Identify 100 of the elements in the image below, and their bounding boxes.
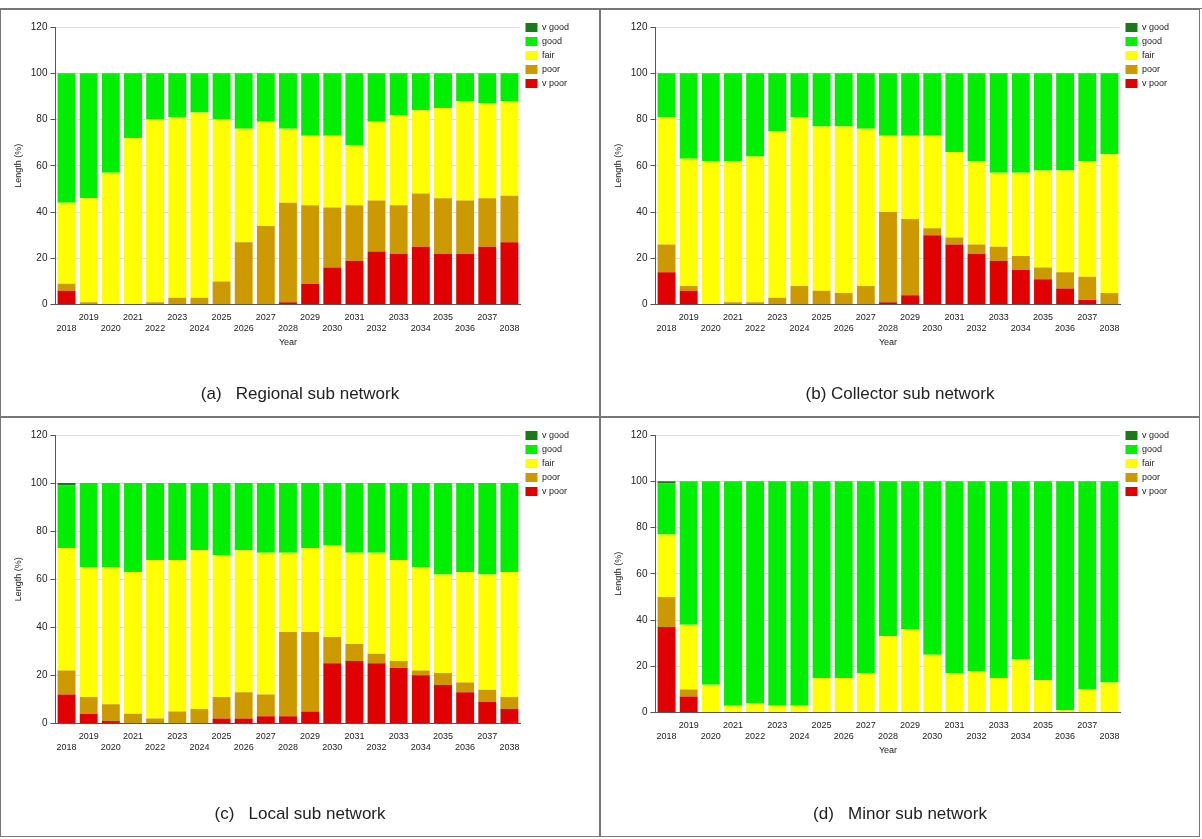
x-tick-label: 2028 <box>877 731 898 742</box>
bar <box>500 101 519 196</box>
bar <box>124 483 142 572</box>
bar <box>1011 256 1030 270</box>
bar <box>1078 481 1097 690</box>
bar <box>478 103 497 199</box>
bar <box>500 195 519 243</box>
y-tick-label: 60 <box>36 159 48 171</box>
x-tick-label: 2030 <box>322 742 343 753</box>
bar <box>679 689 698 697</box>
bar <box>79 696 98 714</box>
x-tick-label: 2032 <box>366 323 387 334</box>
bar <box>57 485 76 548</box>
x-tick-label: 2020 <box>100 323 121 334</box>
x-tick-label: 2038 <box>1099 323 1120 334</box>
y-axis-title: Length (%) <box>612 143 623 188</box>
bar <box>790 286 809 305</box>
bar <box>190 550 209 709</box>
bar <box>389 205 408 254</box>
bar <box>500 571 519 697</box>
x-tick-label: 2037 <box>1077 312 1098 323</box>
bar <box>367 251 386 305</box>
bar <box>967 161 986 245</box>
bar <box>345 73 364 145</box>
legend-label: v poor <box>541 77 567 88</box>
legend-label: fair <box>541 457 555 468</box>
bar <box>989 172 1008 247</box>
x-tick-label: 2019 <box>78 731 99 742</box>
bar <box>367 73 386 122</box>
bar <box>812 677 831 713</box>
bar <box>1078 689 1097 713</box>
bar <box>901 481 920 630</box>
y-tick-label: 60 <box>636 567 648 579</box>
bar <box>212 281 231 305</box>
bar <box>279 483 297 553</box>
bar <box>812 290 831 305</box>
bar <box>1011 172 1030 257</box>
bar <box>323 663 342 723</box>
x-tick-label: 2025 <box>811 720 832 731</box>
y-tick-label: 40 <box>636 205 648 217</box>
bar <box>234 73 253 129</box>
y-tick-label: 20 <box>636 660 648 672</box>
bar <box>411 675 430 723</box>
legend-label: fair <box>1141 49 1155 60</box>
bar <box>834 677 853 713</box>
x-tick-label: 2038 <box>499 323 520 334</box>
bar <box>168 483 187 560</box>
bar <box>389 483 408 560</box>
bar <box>768 705 787 713</box>
bar <box>679 158 698 287</box>
bar <box>456 73 475 102</box>
x-tick-label: 2031 <box>944 720 965 731</box>
bar <box>967 670 986 713</box>
x-tick-label: 2028 <box>277 323 298 334</box>
y-axis-title: Length (%) <box>12 557 23 602</box>
x-axis-title: Year <box>878 337 898 348</box>
bar <box>790 117 809 287</box>
y-tick-label: 40 <box>636 613 648 625</box>
bar <box>679 481 698 625</box>
bar <box>923 235 942 305</box>
bar <box>456 483 475 572</box>
x-tick-label: 2032 <box>966 731 987 742</box>
y-tick-label: 120 <box>630 20 648 32</box>
y-tick-label: 0 <box>641 298 648 310</box>
bar <box>389 114 408 206</box>
bar <box>1100 154 1119 294</box>
bar <box>967 481 986 671</box>
bar <box>101 704 120 721</box>
bar <box>879 636 897 713</box>
bar <box>989 260 1008 305</box>
bar <box>879 481 897 637</box>
bar <box>234 718 253 723</box>
bar <box>967 244 986 254</box>
bar <box>279 128 297 203</box>
bar <box>679 696 698 713</box>
y-tick-label: 100 <box>630 475 648 487</box>
bar <box>500 242 519 305</box>
bar <box>367 483 386 553</box>
bar <box>879 212 897 303</box>
bar <box>434 684 452 723</box>
bar <box>124 73 142 139</box>
bar <box>1034 73 1052 171</box>
bar <box>724 481 742 706</box>
x-tick-label: 2026 <box>833 323 854 334</box>
bar <box>190 708 209 723</box>
bar <box>434 574 452 673</box>
bar <box>212 483 231 556</box>
bar <box>168 711 187 723</box>
x-tick-label: 2036 <box>1055 731 1076 742</box>
x-tick-label: 2021 <box>722 720 743 731</box>
x-tick-label: 2029 <box>300 731 321 742</box>
bar <box>367 121 386 201</box>
legend-label: poor <box>541 471 560 482</box>
x-tick-label: 2027 <box>255 312 276 323</box>
x-tick-label: 2021 <box>122 731 143 742</box>
bar <box>945 673 964 713</box>
legend-label: good <box>1141 35 1163 46</box>
bar <box>879 73 897 136</box>
bar <box>124 138 142 305</box>
x-tick-label: 2034 <box>410 323 431 334</box>
